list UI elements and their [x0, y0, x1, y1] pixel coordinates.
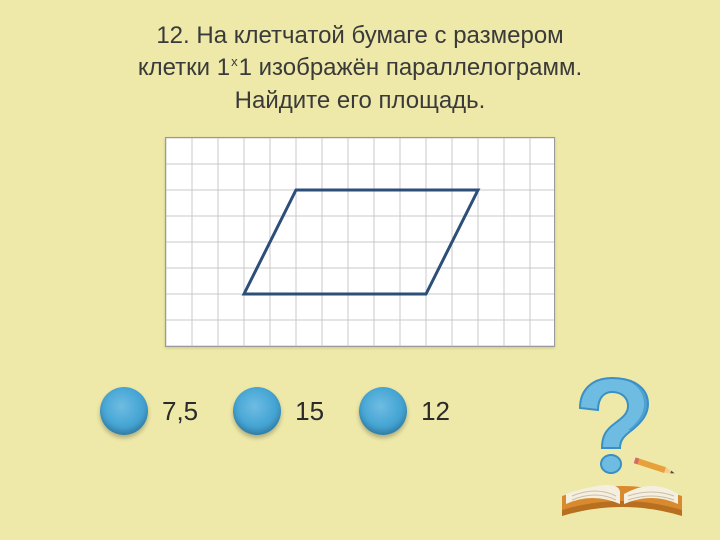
q-line2b: 1 изображён параллелограмм. — [239, 54, 583, 81]
answer-bullet[interactable] — [100, 387, 148, 435]
answer-label: 7,5 — [162, 396, 198, 427]
grid-paper — [165, 137, 555, 347]
q-line2a: клетки 1 — [138, 54, 230, 81]
answer-option[interactable]: 15 — [233, 387, 324, 435]
answer-label: 12 — [421, 396, 450, 427]
q-line1: На клетчатой бумаге с размером — [196, 22, 563, 49]
q-line3: Найдите его площадь. — [235, 87, 486, 114]
answer-option[interactable]: 12 — [359, 387, 450, 435]
answer-label: 15 — [295, 396, 324, 427]
answer-bullet[interactable] — [233, 387, 281, 435]
answer-bullet[interactable] — [359, 387, 407, 435]
q-number: 12. — [156, 22, 189, 49]
book-icon — [562, 457, 682, 516]
question-text: 12. На клетчатой бумаге с размером клетк… — [0, 0, 720, 127]
q-sup: x — [231, 54, 238, 69]
decor-illustration — [552, 370, 692, 520]
answer-option[interactable]: 7,5 — [100, 387, 198, 435]
grid-svg — [166, 138, 555, 347]
